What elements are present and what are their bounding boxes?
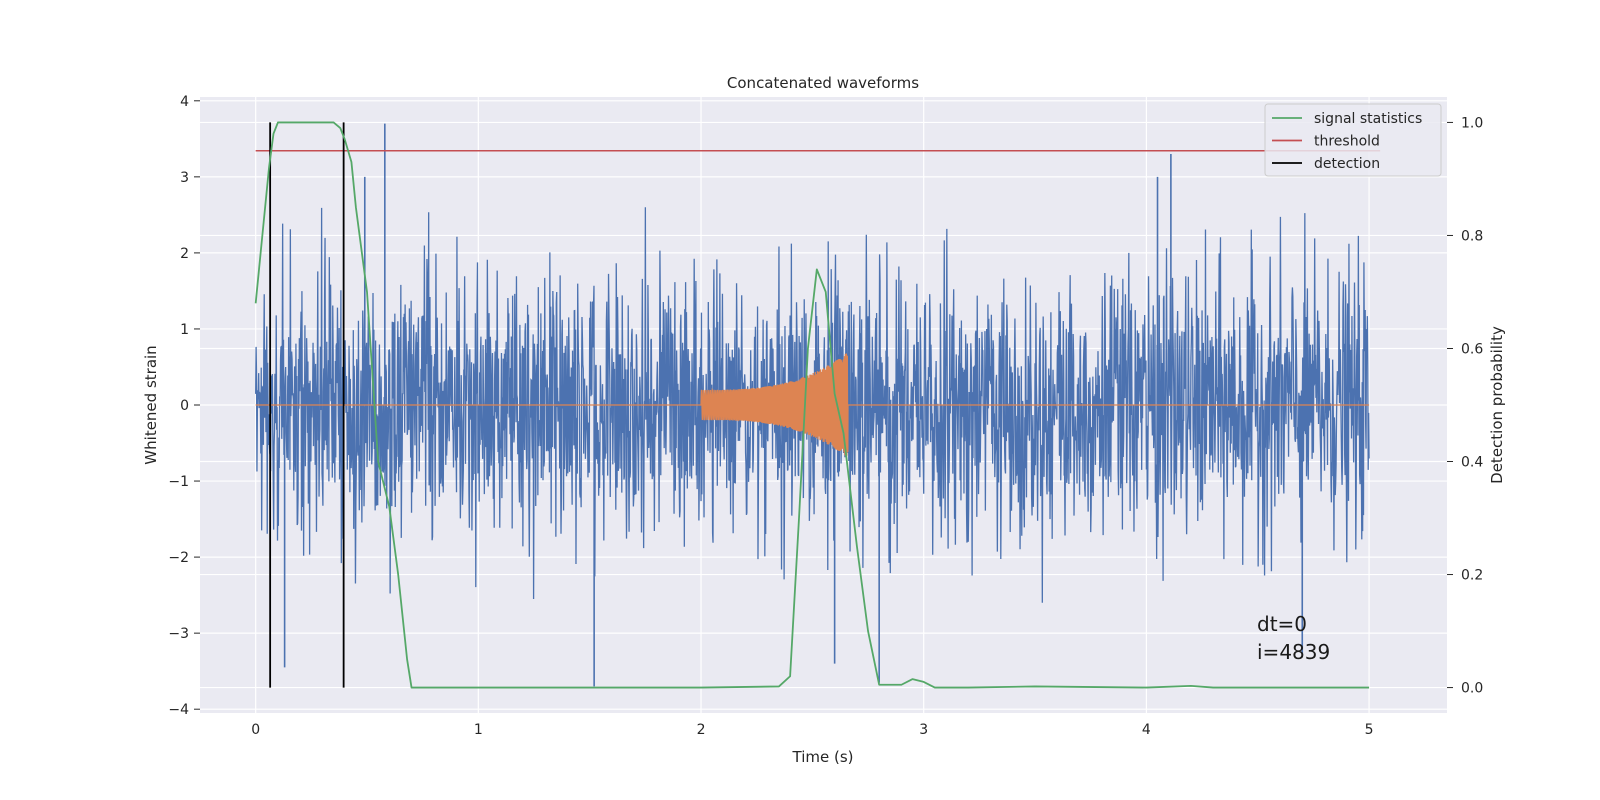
y2-tick-label: 0.2 xyxy=(1461,568,1483,584)
x-tick-label: 0 xyxy=(251,722,260,738)
legend: signal statistics threshold detection xyxy=(1264,103,1442,177)
injection-series xyxy=(255,353,1370,457)
x-tick-label: 4 xyxy=(1142,722,1151,738)
legend-entry: detection xyxy=(1314,156,1380,172)
y-tick-label: 4 xyxy=(180,94,189,110)
signal-statistics-line xyxy=(254,121,1370,689)
y2-axis-label: Detection probability xyxy=(1488,326,1506,484)
y2-tick-label: 0.6 xyxy=(1461,341,1483,357)
legend-box xyxy=(1264,103,1442,177)
legend-entry: signal statistics xyxy=(1314,111,1422,127)
y-tick-label: 2 xyxy=(180,246,189,262)
y-tick-label: −1 xyxy=(168,474,189,490)
x-tick-label: 1 xyxy=(474,722,483,738)
y-tick-label: −2 xyxy=(168,550,189,566)
y2-tick-label: 0.4 xyxy=(1461,455,1483,471)
y-tick-label: 1 xyxy=(180,322,189,338)
axes: 0 1 2 3 4 5 −4 −3 −2 −1 0 1 2 3 4 0.0 0.2 0.4 0.6 0.8 1.0 xyxy=(168,94,1483,738)
y2-tick-label: 0.8 xyxy=(1461,228,1483,244)
y-tick-label: −4 xyxy=(168,702,189,718)
chart-title: Concatenated waveforms xyxy=(727,74,919,92)
y-tick-label: 0 xyxy=(180,398,189,414)
x-axis-label: Time (s) xyxy=(792,748,854,766)
y-tick-label: 3 xyxy=(180,170,189,186)
y-tick-label: −3 xyxy=(168,626,189,642)
y-axis-label: Whitened strain xyxy=(142,345,160,464)
annotation-index: i=4839 xyxy=(1257,640,1330,664)
x-tick-label: 2 xyxy=(697,722,706,738)
y2-tick-label: 0.0 xyxy=(1461,681,1483,697)
annotation-dt: dt=0 xyxy=(1257,612,1307,636)
legend-entry: threshold xyxy=(1314,134,1380,150)
x-tick-label: 3 xyxy=(919,722,928,738)
series-layer xyxy=(254,121,1381,689)
y2-tick-label: 1.0 xyxy=(1461,115,1483,131)
x-tick-label: 5 xyxy=(1365,722,1374,738)
